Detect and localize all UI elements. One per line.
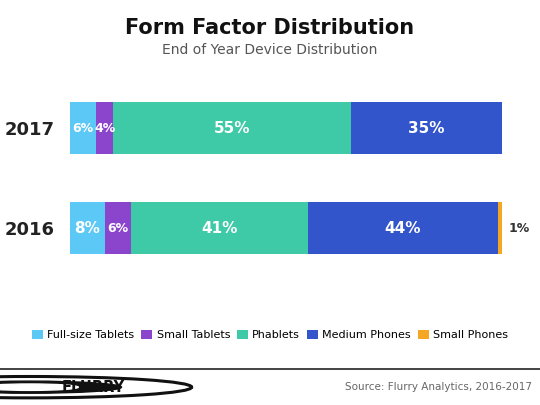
Circle shape <box>0 381 122 393</box>
Text: 6%: 6% <box>72 122 94 134</box>
Text: Form Factor Distribution: Form Factor Distribution <box>125 18 415 38</box>
Circle shape <box>0 384 78 390</box>
Text: 1%: 1% <box>509 222 530 235</box>
Text: 55%: 55% <box>214 121 251 136</box>
Text: End of Year Device Distribution: End of Year Device Distribution <box>163 43 377 57</box>
Text: 4%: 4% <box>94 122 116 134</box>
Bar <box>131 202 308 254</box>
Bar <box>351 102 502 154</box>
Text: 44%: 44% <box>384 221 421 236</box>
Legend: Full-size Tablets, Small Tablets, Phablets, Medium Phones, Small Phones: Full-size Tablets, Small Tablets, Phable… <box>28 326 512 345</box>
Text: FLURRY: FLURRY <box>62 379 125 395</box>
Text: 35%: 35% <box>408 121 445 136</box>
Text: 41%: 41% <box>201 221 238 236</box>
Bar <box>96 102 113 154</box>
Bar <box>498 202 502 254</box>
Bar <box>113 102 351 154</box>
Bar <box>70 202 105 254</box>
Bar <box>308 202 498 254</box>
Text: 8%: 8% <box>75 221 100 236</box>
Bar <box>70 102 96 154</box>
Bar <box>105 202 131 254</box>
Text: 6%: 6% <box>107 222 129 235</box>
Text: Source: Flurry Analytics, 2016-2017: Source: Flurry Analytics, 2016-2017 <box>345 382 532 392</box>
